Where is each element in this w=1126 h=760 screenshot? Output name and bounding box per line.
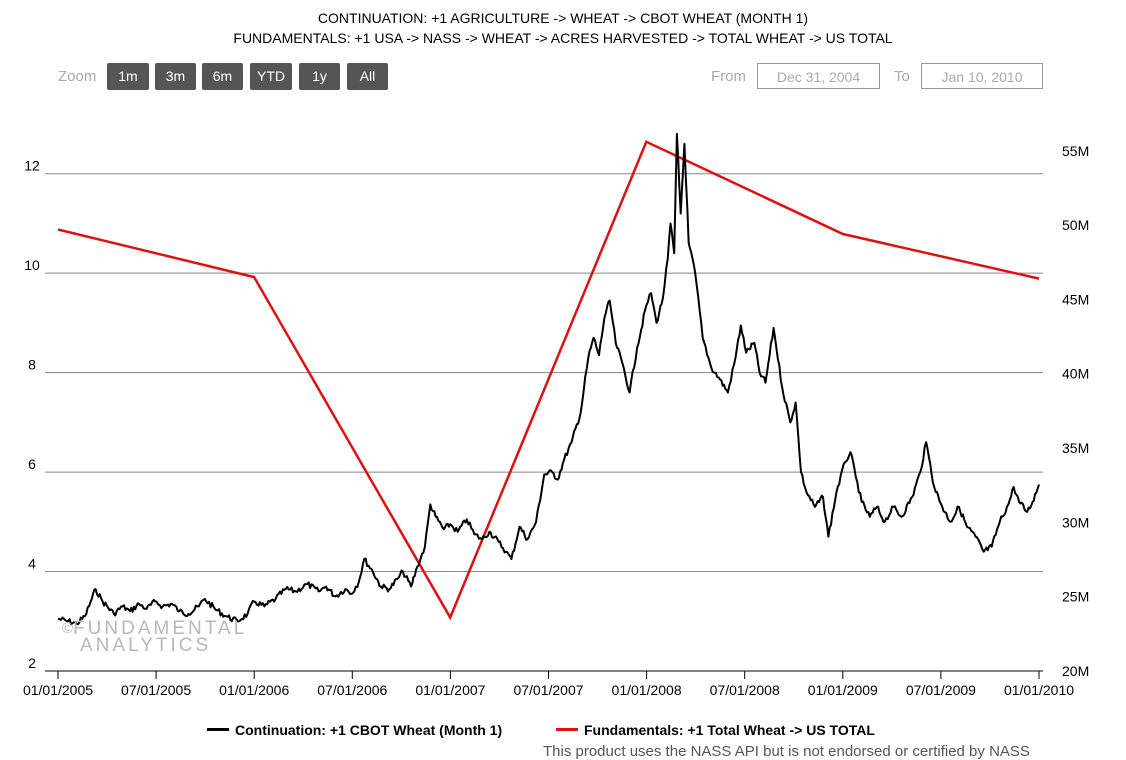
right-tick-label: 20M <box>1062 663 1089 679</box>
right-tick-label: 40M <box>1062 366 1089 382</box>
zoom-3m-button[interactable]: 3m <box>155 63 196 90</box>
fundamentals-series-line <box>57 140 1040 621</box>
x-tick-label: 01/01/2010 <box>1004 682 1074 698</box>
right-tick-label: 45M <box>1062 291 1089 307</box>
left-tick-label: 6 <box>28 456 36 472</box>
x-tick-label: 01/01/2009 <box>808 682 878 698</box>
zoom-1m-button[interactable]: 1m <box>107 63 149 90</box>
chart-title-line2: FUNDAMENTALS: +1 USA -> NASS -> WHEAT ->… <box>233 30 893 46</box>
x-tick-label: 07/01/2006 <box>317 682 387 698</box>
from-label: From <box>711 68 746 85</box>
nass-disclaimer: This product uses the NASS API but is no… <box>543 743 1030 760</box>
legend-item-price[interactable]: Continuation: +1 CBOT Wheat (Month 1) <box>207 722 502 738</box>
right-axis-labels: 20M 25M 30M 35M 40M 45M 50M 55M <box>1062 143 1089 679</box>
chart-title-line1: CONTINUATION: +1 AGRICULTURE -> WHEAT ->… <box>317 10 809 26</box>
left-tick-label: 2 <box>28 655 36 671</box>
zoom-1y-button[interactable]: 1y <box>299 63 340 90</box>
legend-label-price: Continuation: +1 CBOT Wheat (Month 1) <box>235 722 503 738</box>
x-tick-label: 07/01/2008 <box>710 682 780 698</box>
price-series-line <box>57 132 1040 626</box>
from-date-input[interactable]: Dec 31, 2004 <box>757 63 880 89</box>
zoom-all-button[interactable]: All <box>347 63 388 90</box>
left-axis-labels: 2 4 6 8 10 12 <box>24 158 40 671</box>
x-tick-label: 01/01/2005 <box>23 682 93 698</box>
x-axis: 01/01/2005 07/01/2005 01/01/2006 07/01/2006… <box>23 670 1074 698</box>
grid-lines <box>45 173 1043 573</box>
legend-swatch-fundamentals <box>556 727 578 731</box>
right-tick-label: 25M <box>1062 589 1089 605</box>
left-tick-label: 12 <box>24 158 40 174</box>
right-tick-label: 50M <box>1062 217 1089 233</box>
x-tick-label: 01/01/2006 <box>219 682 289 698</box>
right-tick-label: 30M <box>1062 514 1089 530</box>
left-tick-label: 10 <box>24 257 40 273</box>
zoom-6m-button[interactable]: 6m <box>202 63 243 90</box>
left-tick-label: 8 <box>28 357 36 373</box>
series-lines <box>57 132 1040 626</box>
watermark-logo: ©FUNDAMENTAL ANALYTICS <box>62 618 248 656</box>
legend-label-fundamentals: Fundamentals: +1 Total Wheat -> US TOTAL <box>584 722 875 738</box>
x-tick-label: 01/01/2008 <box>612 682 682 698</box>
to-label: To <box>894 68 910 85</box>
right-tick-label: 55M <box>1062 143 1089 159</box>
x-tick-label: 07/01/2009 <box>906 682 976 698</box>
x-tick-label: 07/01/2007 <box>513 682 583 698</box>
left-tick-label: 4 <box>28 556 36 572</box>
watermark-line2: ANALYTICS <box>80 635 212 656</box>
x-tick-label: 07/01/2005 <box>121 682 191 698</box>
watermark-copyright: © <box>62 620 74 637</box>
zoom-ytd-button[interactable]: YTD <box>250 63 292 90</box>
to-date-input[interactable]: Jan 10, 2010 <box>921 63 1043 89</box>
right-tick-label: 35M <box>1062 440 1089 456</box>
legend-item-fundamentals[interactable]: Fundamentals: +1 Total Wheat -> US TOTAL <box>556 722 875 738</box>
zoom-label: Zoom <box>58 68 97 85</box>
x-tick-label: 01/01/2007 <box>415 682 485 698</box>
legend-swatch-price <box>207 727 229 731</box>
watermark-line1: FUNDAMENTAL <box>73 618 248 639</box>
